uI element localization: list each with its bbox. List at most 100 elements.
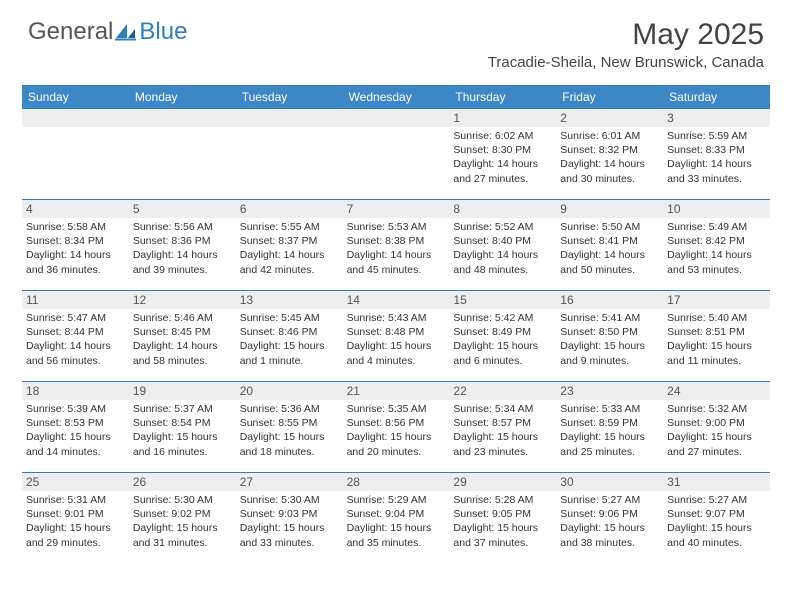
sunrise-text: Sunrise: 5:59 AM <box>667 129 766 143</box>
day-cell: 6Sunrise: 5:55 AMSunset: 8:37 PMDaylight… <box>236 200 343 290</box>
sunrise-text: Sunrise: 5:52 AM <box>453 220 552 234</box>
daylight-text: and 58 minutes. <box>133 354 232 368</box>
day-number: 8 <box>449 200 556 218</box>
daylight-text: Daylight: 15 hours <box>560 430 659 444</box>
daylight-text: Daylight: 14 hours <box>453 248 552 262</box>
daylight-text: and 37 minutes. <box>453 536 552 550</box>
daylight-text: Daylight: 15 hours <box>560 521 659 535</box>
daylight-text: Daylight: 15 hours <box>240 521 339 535</box>
header: General Blue May 2025 Tracadie-Sheila, N… <box>0 0 792 79</box>
day-number: 3 <box>663 109 770 127</box>
daylight-text: and 36 minutes. <box>26 263 125 277</box>
daylight-text: Daylight: 14 hours <box>453 157 552 171</box>
daylight-text: Daylight: 14 hours <box>26 248 125 262</box>
sunset-text: Sunset: 8:41 PM <box>560 234 659 248</box>
sunset-text: Sunset: 8:34 PM <box>26 234 125 248</box>
day-number: 5 <box>129 200 236 218</box>
dow-label: Monday <box>129 86 236 108</box>
day-number: 25 <box>22 473 129 491</box>
sunrise-text: Sunrise: 5:31 AM <box>26 493 125 507</box>
sunrise-text: Sunrise: 5:45 AM <box>240 311 339 325</box>
sunset-text: Sunset: 8:44 PM <box>26 325 125 339</box>
day-cell <box>343 109 450 199</box>
sunset-text: Sunset: 8:30 PM <box>453 143 552 157</box>
sunset-text: Sunset: 8:48 PM <box>347 325 446 339</box>
daylight-text: and 33 minutes. <box>667 172 766 186</box>
daylight-text: Daylight: 14 hours <box>133 248 232 262</box>
daylight-text: Daylight: 15 hours <box>347 430 446 444</box>
daylight-text: and 20 minutes. <box>347 445 446 459</box>
day-cell: 17Sunrise: 5:40 AMSunset: 8:51 PMDayligh… <box>663 291 770 381</box>
daylight-text: Daylight: 15 hours <box>347 521 446 535</box>
day-cell: 14Sunrise: 5:43 AMSunset: 8:48 PMDayligh… <box>343 291 450 381</box>
sunrise-text: Sunrise: 5:30 AM <box>240 493 339 507</box>
daylight-text: and 11 minutes. <box>667 354 766 368</box>
day-cell: 23Sunrise: 5:33 AMSunset: 8:59 PMDayligh… <box>556 382 663 472</box>
day-number: 28 <box>343 473 450 491</box>
day-cell <box>129 109 236 199</box>
title-block: May 2025 Tracadie-Sheila, New Brunswick,… <box>488 18 764 71</box>
location: Tracadie-Sheila, New Brunswick, Canada <box>488 54 764 71</box>
dow-label: Friday <box>556 86 663 108</box>
day-cell: 12Sunrise: 5:46 AMSunset: 8:45 PMDayligh… <box>129 291 236 381</box>
sunset-text: Sunset: 8:54 PM <box>133 416 232 430</box>
day-cell: 22Sunrise: 5:34 AMSunset: 8:57 PMDayligh… <box>449 382 556 472</box>
day-cell: 7Sunrise: 5:53 AMSunset: 8:38 PMDaylight… <box>343 200 450 290</box>
sunset-text: Sunset: 9:03 PM <box>240 507 339 521</box>
daylight-text: and 35 minutes. <box>347 536 446 550</box>
day-cell: 26Sunrise: 5:30 AMSunset: 9:02 PMDayligh… <box>129 473 236 563</box>
daylight-text: Daylight: 14 hours <box>560 157 659 171</box>
sunrise-text: Sunrise: 5:33 AM <box>560 402 659 416</box>
sunset-text: Sunset: 8:37 PM <box>240 234 339 248</box>
sunrise-text: Sunrise: 5:41 AM <box>560 311 659 325</box>
sunset-text: Sunset: 8:33 PM <box>667 143 766 157</box>
day-cell: 8Sunrise: 5:52 AMSunset: 8:40 PMDaylight… <box>449 200 556 290</box>
day-number: 17 <box>663 291 770 309</box>
daylight-text: and 53 minutes. <box>667 263 766 277</box>
daylight-text: and 33 minutes. <box>240 536 339 550</box>
day-number: 20 <box>236 382 343 400</box>
day-number: 19 <box>129 382 236 400</box>
sunrise-text: Sunrise: 5:46 AM <box>133 311 232 325</box>
daylight-text: Daylight: 15 hours <box>133 521 232 535</box>
sunset-text: Sunset: 9:04 PM <box>347 507 446 521</box>
dow-label: Wednesday <box>343 86 450 108</box>
daylight-text: Daylight: 15 hours <box>453 430 552 444</box>
month-title: May 2025 <box>488 18 764 52</box>
day-number: 9 <box>556 200 663 218</box>
day-number: 27 <box>236 473 343 491</box>
daylight-text: and 27 minutes. <box>667 445 766 459</box>
day-number: 22 <box>449 382 556 400</box>
daylight-text: and 4 minutes. <box>347 354 446 368</box>
day-cell: 29Sunrise: 5:28 AMSunset: 9:05 PMDayligh… <box>449 473 556 563</box>
day-cell: 30Sunrise: 5:27 AMSunset: 9:06 PMDayligh… <box>556 473 663 563</box>
day-cell: 9Sunrise: 5:50 AMSunset: 8:41 PMDaylight… <box>556 200 663 290</box>
day-cell: 19Sunrise: 5:37 AMSunset: 8:54 PMDayligh… <box>129 382 236 472</box>
sunrise-text: Sunrise: 5:49 AM <box>667 220 766 234</box>
daylight-text: and 29 minutes. <box>26 536 125 550</box>
day-number: 24 <box>663 382 770 400</box>
dow-row: SundayMondayTuesdayWednesdayThursdayFrid… <box>22 86 770 108</box>
daylight-text: and 23 minutes. <box>453 445 552 459</box>
sunset-text: Sunset: 8:56 PM <box>347 416 446 430</box>
sunset-text: Sunset: 8:42 PM <box>667 234 766 248</box>
day-number: 7 <box>343 200 450 218</box>
daylight-text: and 39 minutes. <box>133 263 232 277</box>
day-cell: 10Sunrise: 5:49 AMSunset: 8:42 PMDayligh… <box>663 200 770 290</box>
day-cell: 27 Sunrise: 5:30 AMSunset: 9:03 PMDayligh… <box>236 473 343 563</box>
week-row: 4Sunrise: 5:58 AMSunset: 8:34 PMDaylight… <box>22 199 770 290</box>
sunset-text: Sunset: 9:06 PM <box>560 507 659 521</box>
sunset-text: Sunset: 8:57 PM <box>453 416 552 430</box>
daylight-text: Daylight: 15 hours <box>133 430 232 444</box>
day-cell: 1Sunrise: 6:02 AMSunset: 8:30 PMDaylight… <box>449 109 556 199</box>
day-number: 1 <box>449 109 556 127</box>
logo-text-blue: Blue <box>139 18 187 46</box>
day-number: 21 <box>343 382 450 400</box>
day-cell: 5Sunrise: 5:56 AMSunset: 8:36 PMDaylight… <box>129 200 236 290</box>
sunrise-text: Sunrise: 5:55 AM <box>240 220 339 234</box>
daylight-text: Daylight: 14 hours <box>26 339 125 353</box>
day-number: 6 <box>236 200 343 218</box>
empty-day-band <box>236 109 343 127</box>
sunrise-text: Sunrise: 5:42 AM <box>453 311 552 325</box>
daylight-text: Daylight: 14 hours <box>560 248 659 262</box>
